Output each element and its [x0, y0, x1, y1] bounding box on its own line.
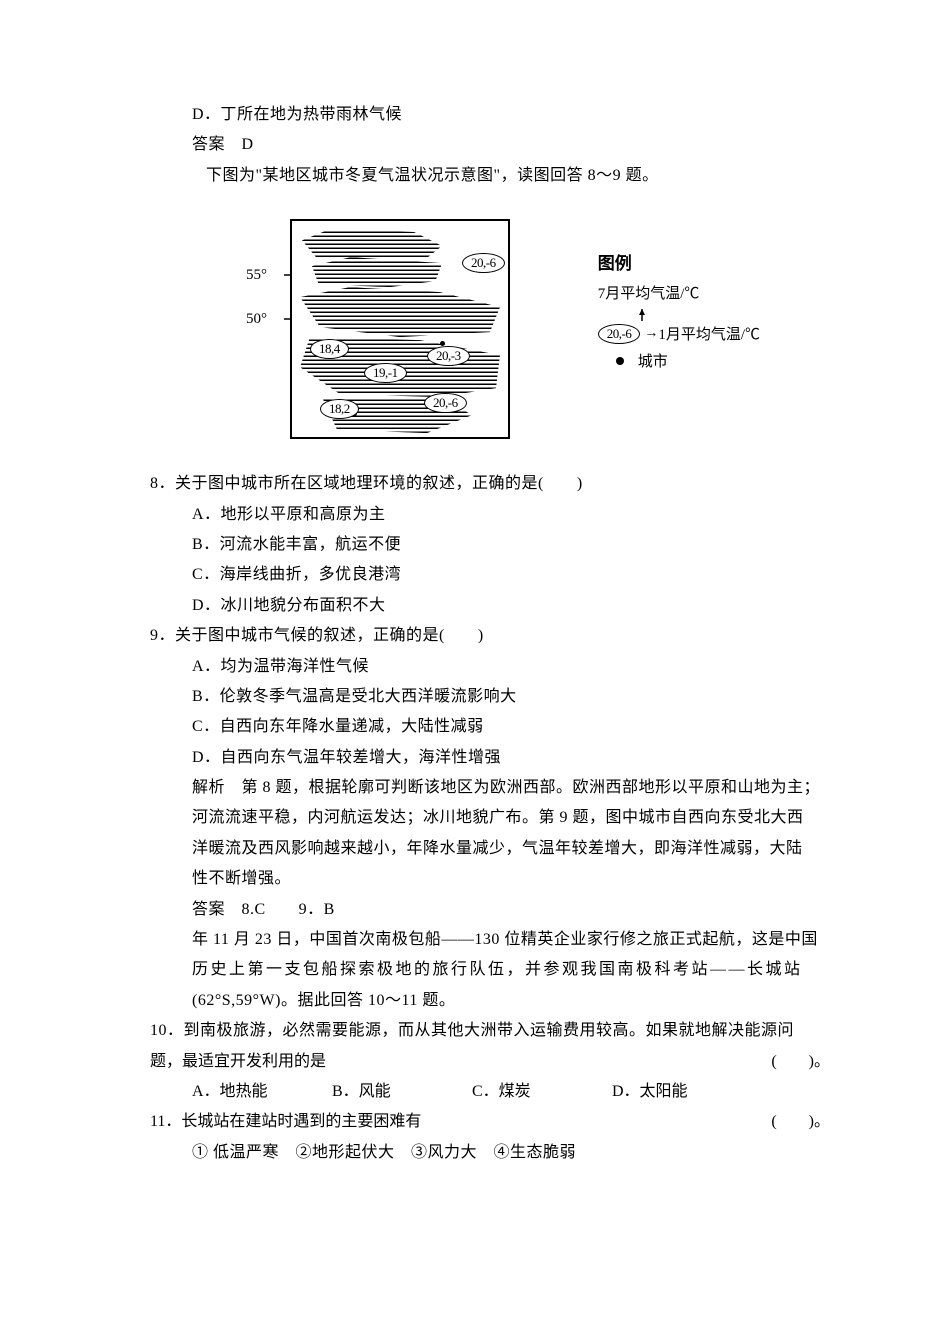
q10-stem-1: 10．到南极旅游，必然需要能源，而从其他大洲带入运输费用较高。如果就地解决能源问	[150, 1016, 830, 1046]
q10-option-d: D．太阳能	[612, 1077, 752, 1107]
q8-option-b: B．河流水能丰富，航运不便	[192, 530, 830, 560]
legend-city-row: 城市	[598, 350, 760, 371]
q10-option-a: A．地热能	[192, 1077, 332, 1107]
q10-stem-2-row: 题，最适宜开发利用的是 ( )。	[150, 1047, 830, 1077]
q9-explain-3: 洋暖流及西风影响越来越小，年降水量减少，气温年较差增大，即海洋性减弱，大陆	[192, 834, 830, 864]
q11-stem-row: 11．长城站在建站时遇到的主要困难有 ( )。	[150, 1107, 830, 1137]
q10-stem-2: 题，最适宜开发利用的是	[150, 1047, 326, 1077]
intro-10-11-l3: (62°S,59°W)。据此回答 10～11 题。	[192, 986, 830, 1016]
q8-option-d: D．冰川地貌分布面积不大	[192, 591, 830, 621]
city-dot-icon	[616, 357, 624, 365]
legend-jan-row: 20,-6 → 1月平均气温/℃	[598, 309, 760, 344]
axis-50: 50°	[246, 311, 267, 328]
q8-option-a: A．地形以平原和高原为主	[192, 500, 830, 530]
q9-option-d: D．自西向东气温年较差增大，海洋性增强	[192, 743, 830, 773]
data-oval-4: 18,2	[320, 399, 359, 419]
data-oval-5: 20,-6	[424, 393, 467, 413]
legend-city-label: 城市	[638, 350, 668, 371]
data-oval-1: 18,4	[310, 339, 349, 359]
axis-ticks	[278, 219, 298, 439]
q8-stem: 8．关于图中城市所在区域地理环境的叙述，正确的是( )	[150, 469, 830, 499]
data-oval-6: 20,-6	[462, 253, 505, 273]
q9-explain-4: 性不断增强。	[192, 864, 830, 894]
q10-options: A．地热能 B．风能 C．煤炭 D．太阳能	[192, 1077, 830, 1107]
q9-option-a: A．均为温带海洋性气候	[192, 652, 830, 682]
q10-option-b: B．风能	[332, 1077, 472, 1107]
map-figure: 55° 50° 18,4 19,-1 20,-3 18,2 20,-6 20,-…	[220, 219, 760, 449]
q9-explain-2: 河流流速平稳，内河航运发达；冰川地貌广布。第 9 题，图中城市自西向东受北大西	[192, 803, 830, 833]
figure-container: 55° 50° 18,4 19,-1 20,-3 18,2 20,-6 20,-…	[150, 219, 830, 449]
q7-answer: 答案 D	[192, 130, 830, 160]
q11-sub-options: ① 低温严寒 ②地形起伏大 ③风力大 ④生态脆弱	[192, 1138, 830, 1168]
data-oval-3: 20,-3	[427, 346, 470, 366]
intro-10-11-l1: 年 11 月 23 日，中国首次南极包船——130 位精英企业家行修之旅正式起航…	[192, 925, 830, 955]
q10-paren: ( )。	[771, 1047, 830, 1077]
q9-stem: 9．关于图中城市气候的叙述，正确的是( )	[150, 621, 830, 651]
q9-explain-1: 解析 第 8 题，根据轮廓可判断该地区为欧洲西部。欧洲西部地形以平原和山地为主；	[192, 773, 830, 803]
legend-sample-oval: 20,-6	[598, 324, 641, 344]
legend-title: 图例	[598, 249, 760, 274]
q9-option-c: C．自西向东年降水量递减，大陆性减弱	[192, 712, 830, 742]
q7-option-d: D．丁所在地为热带雨林气候	[192, 100, 830, 130]
q8-option-c: C．海岸线曲折，多优良港湾	[192, 560, 830, 590]
data-oval-2: 19,-1	[364, 363, 407, 383]
legend-july: 7月平均气温/℃	[598, 282, 760, 303]
q10-option-c: C．煤炭	[472, 1077, 612, 1107]
legend-box: 图例 7月平均气温/℃ 20,-6 → 1月平均气温/℃ 城市	[598, 249, 760, 377]
intro-8-9: 下图为"某地区城市冬夏气温状况示意图"，读图回答 8～9 题。	[206, 161, 830, 191]
map-outline: 18,4 19,-1 20,-3 18,2 20,-6 20,-6	[290, 219, 510, 439]
intro-10-11-l2: 历史上第一支包船探索极地的旅行队伍，并参观我国南极科考站——长城站	[192, 955, 830, 985]
q8-9-answer: 答案 8.C 9．B	[192, 895, 830, 925]
q11-paren: ( )。	[771, 1107, 830, 1137]
q9-option-b: B．伦敦冬季气温高是受北大西洋暖流影响大	[192, 682, 830, 712]
legend-jan-label: 1月平均气温/℃	[658, 323, 760, 344]
axis-55: 55°	[246, 267, 267, 284]
q11-stem: 11．长城站在建站时遇到的主要困难有	[150, 1107, 421, 1137]
